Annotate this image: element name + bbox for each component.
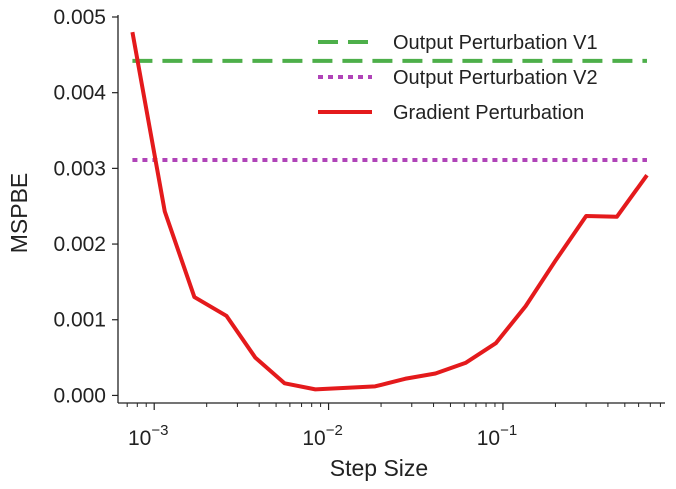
x-tick-label: 10−1 [477,422,517,450]
y-axis-label: MSPBE [6,173,32,254]
y-tick-label: 0.005 [53,6,106,29]
legend-label: Output Perturbation V1 [393,32,598,54]
y-tick-label: 0.001 [53,309,106,332]
x-tick-label: 10−3 [128,422,168,450]
x-tick-base: 10 [477,427,500,450]
x-axis-label: Step Size [330,455,428,481]
y-tick-label: 0.002 [53,233,106,256]
x-tick-base: 10 [302,427,325,450]
plot-area [130,31,649,392]
legend: Output Perturbation V1 Output Perturbatio… [318,32,598,124]
x-axis-ticks: 10−3 10−2 10−1 [126,403,661,450]
legend-label: Gradient Perturbation [393,102,584,124]
x-tick-exponent: −3 [151,422,168,439]
y-tick-label: 0.003 [53,157,106,180]
y-tick-label: 0.004 [53,82,106,105]
y-tick-label: 0.000 [53,384,106,407]
x-tick-label: 10−2 [302,422,342,450]
x-tick-base: 10 [128,427,151,450]
y-axis-ticks: 0.000 0.001 0.002 0.003 0.004 0.005 [53,6,118,407]
x-tick-exponent: −1 [500,422,517,439]
x-tick-exponent: −2 [326,422,343,439]
series-line-gradient-perturbation [130,31,649,392]
legend-label: Output Perturbation V2 [393,67,598,89]
